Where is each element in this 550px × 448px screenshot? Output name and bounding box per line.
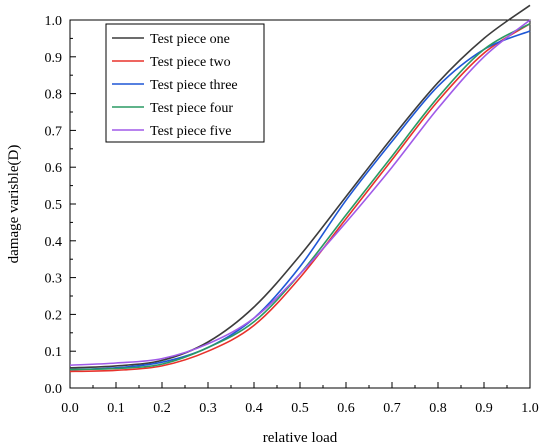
y-tick-label: 0.9 xyxy=(45,51,63,66)
y-tick-label: 0.8 xyxy=(45,88,63,103)
x-tick-label: 0.2 xyxy=(153,401,171,416)
series-line-3 xyxy=(69,30,531,371)
x-tick-label: 0.7 xyxy=(383,401,401,416)
y-tick-label: 0.6 xyxy=(45,161,63,176)
x-axis-title: relative load xyxy=(263,430,338,446)
x-tick-label: 0.6 xyxy=(337,401,355,416)
legend-label: Test piece four xyxy=(150,101,233,116)
series-layer xyxy=(69,4,531,373)
y-tick-label: 0.7 xyxy=(45,124,63,139)
y-tick-label: 0.2 xyxy=(45,308,63,323)
x-tick-label: 0.0 xyxy=(61,401,79,416)
x-tick-label: 0.5 xyxy=(291,401,309,416)
y-tick-label: 0.0 xyxy=(45,382,63,397)
x-tick-label: 0.8 xyxy=(429,401,447,416)
legend-label: Test piece five xyxy=(150,124,231,139)
y-tick-label: 1.0 xyxy=(45,14,63,29)
x-tick-label: 0.1 xyxy=(107,401,125,416)
legend-box xyxy=(105,23,265,143)
series-line-1 xyxy=(69,4,531,369)
y-tick-label: 0.5 xyxy=(45,198,63,213)
legend-label: Test piece one xyxy=(150,32,230,47)
y-tick-label: 0.3 xyxy=(45,272,63,287)
x-tick-label: 0.3 xyxy=(199,401,217,416)
legend-label: Test piece three xyxy=(150,78,238,93)
y-tick-label: 0.1 xyxy=(45,345,63,360)
ticks-layer: 0.0 0.1 0.2 0.3 0.4 0.5 0.6 0.7 0.8 0.9 1.0 0.0 0.1 0… xyxy=(45,14,539,416)
legend-label: Test piece two xyxy=(150,55,231,70)
x-tick-label: 0.9 xyxy=(475,401,493,416)
y-tick-label: 0.4 xyxy=(45,235,63,250)
legend: Test piece one Test piece two Test piece t… xyxy=(105,23,265,143)
x-tick-label: 0.4 xyxy=(245,401,263,416)
y-axis-title: damage varisble(D) xyxy=(6,145,22,264)
x-tick-label: 1.0 xyxy=(521,401,539,416)
series-line-2 xyxy=(69,23,531,373)
series-line-5 xyxy=(69,19,531,366)
